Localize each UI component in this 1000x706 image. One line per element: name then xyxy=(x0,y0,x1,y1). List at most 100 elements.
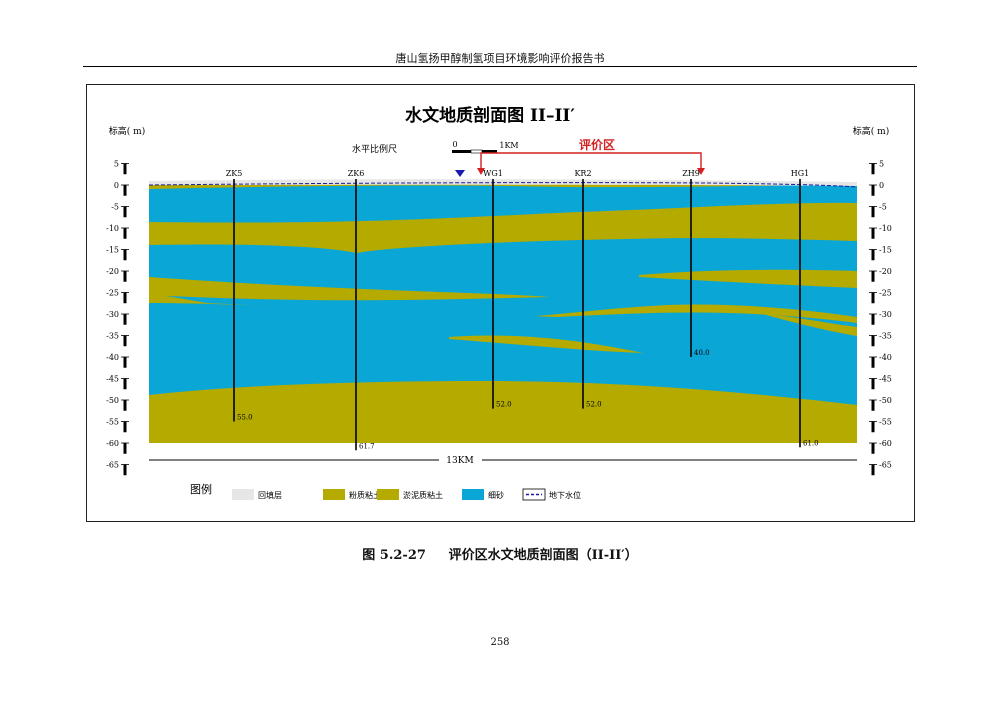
axis-segment xyxy=(123,228,127,239)
scale-label: 水平比例尺 xyxy=(352,143,397,155)
borehole-depth: 40.0 xyxy=(694,349,710,357)
axis-segment xyxy=(871,378,875,390)
axis-tick-label: -5 xyxy=(111,203,119,212)
legend-swatch xyxy=(462,489,484,500)
axis-tick-label: -60 xyxy=(106,439,119,448)
axis-tick-label: -10 xyxy=(106,224,119,233)
axis-tick-label: -35 xyxy=(879,332,892,341)
axis-segment xyxy=(123,400,127,411)
axis-tick-label: -45 xyxy=(879,375,892,384)
axis-tick-label: -30 xyxy=(879,310,892,319)
legend-label: 细砂 xyxy=(488,490,504,500)
axis-title-right: 标高( m) xyxy=(853,125,889,137)
borehole-name: HG1 xyxy=(791,169,809,178)
axis-tick-label: -40 xyxy=(879,353,892,362)
borehole-depth: 55.0 xyxy=(237,414,253,422)
legend-label: 粉质粘土 xyxy=(349,490,381,500)
caption-text: 评价区水文地质剖面图（II-II′） xyxy=(448,548,638,563)
axis-right: 5 0 -5 -10 -15 -20 -25 -30 -35 -40 -45 -50 -55 -60 -65 xyxy=(869,160,892,476)
axis-segment xyxy=(123,249,127,261)
axis-segment xyxy=(871,228,875,239)
axis-title-left: 标高( m) xyxy=(109,125,145,137)
geologic-section: 水文地质剖面图 II–II′ 水平比例尺 0 1KM 评价区 ZK5 xyxy=(106,105,892,501)
figure-frame: 水文地质剖面图 II–II′ 水平比例尺 0 1KM 评价区 ZK5 xyxy=(86,84,915,522)
clay-lens-2 xyxy=(449,335,643,353)
scale-bar-black xyxy=(452,150,471,153)
axis-segment xyxy=(123,378,127,390)
axis-segment xyxy=(123,185,127,196)
axis-tick-label: -50 xyxy=(106,396,119,405)
axis-segment xyxy=(123,421,127,433)
boreholes: ZK5 55.0 ZK6 61.7 WG1 52.0 KR2 52.0 ZH9 40.0 HG1 61… xyxy=(226,169,819,451)
axis-segment xyxy=(123,163,127,175)
legend-label: 地下水位 xyxy=(549,490,581,500)
axis-tick-label: 5 xyxy=(879,160,884,169)
axis-tick-label: -65 xyxy=(879,461,892,470)
water-level-marker-icon xyxy=(455,170,465,177)
axis-segment xyxy=(871,443,875,454)
strata xyxy=(148,179,858,443)
axis-segment xyxy=(123,314,127,325)
axis-tick-label: 0 xyxy=(114,181,119,190)
distance-label: 13KM xyxy=(446,456,473,466)
eval-zone-arrow-left xyxy=(477,168,485,175)
axis-segment xyxy=(871,163,875,175)
legend-label: 淤泥质粘土 xyxy=(403,490,443,500)
axis-segment xyxy=(871,357,875,368)
borehole-depth: 61.0 xyxy=(803,439,819,447)
axis-segment xyxy=(123,357,127,368)
legend-swatch xyxy=(377,489,399,500)
axis-tick-label: -25 xyxy=(879,289,892,298)
borehole-name: WG1 xyxy=(483,169,503,178)
borehole-depth: 52.0 xyxy=(496,401,512,409)
scale-zero: 0 xyxy=(452,140,457,149)
eval-zone-label: 评价区 xyxy=(579,138,615,152)
axis-tick-label: -40 xyxy=(106,353,119,362)
fill-layer-top xyxy=(149,179,857,186)
clay-lens-1 xyxy=(149,277,549,301)
clay-lens-4 xyxy=(759,313,857,336)
axis-segment xyxy=(871,249,875,261)
axis-tick-label: 5 xyxy=(114,160,119,169)
axis-tick-label: -15 xyxy=(106,246,119,255)
axis-tick-label: -35 xyxy=(106,332,119,341)
eval-zone-bracket xyxy=(480,152,702,169)
legend-label: 回填层 xyxy=(258,490,282,500)
sand-layer-1 xyxy=(149,185,857,223)
caption-number: 图 5.2-27 xyxy=(362,548,426,563)
axis-tick-label: -60 xyxy=(879,439,892,448)
axis-segment xyxy=(871,185,875,196)
axis-segment xyxy=(123,443,127,454)
axis-tick-label: -15 xyxy=(879,246,892,255)
axis-tick-label: -50 xyxy=(879,396,892,405)
borehole-name: ZK5 xyxy=(226,169,243,178)
scale-bar-black-2 xyxy=(482,150,497,153)
axis-segment xyxy=(123,292,127,304)
axis-tick-label: -65 xyxy=(106,461,119,470)
axis-segment xyxy=(871,206,875,218)
legend-swatch xyxy=(323,489,345,500)
borehole-depth: 52.0 xyxy=(586,401,602,409)
borehole-name: ZK6 xyxy=(348,169,365,178)
axis-tick-label: -45 xyxy=(106,375,119,384)
clay-lens-3 xyxy=(639,269,857,288)
axis-segment xyxy=(871,292,875,304)
axis-segment xyxy=(871,464,875,476)
axis-tick-label: -55 xyxy=(106,418,119,427)
axis-segment xyxy=(123,464,127,476)
axis-tick-label: -20 xyxy=(106,267,119,276)
axis-tick-label: -25 xyxy=(106,289,119,298)
axis-tick-label: -10 xyxy=(879,224,892,233)
axis-tick-label: -55 xyxy=(879,418,892,427)
scale-end: 1KM xyxy=(499,141,518,150)
water-table-line xyxy=(148,182,858,188)
axis-segment xyxy=(871,271,875,282)
axis-tick-label: -5 xyxy=(879,203,887,212)
borehole-name: KR2 xyxy=(574,169,591,178)
figure-title: 水文地质剖面图 II–II′ xyxy=(405,105,575,126)
legend: 回填层 粉质粘土 淤泥质粘土 细砂 地下水位 xyxy=(232,488,581,501)
borehole-name: ZH9 xyxy=(682,169,700,178)
sand-layer-3 xyxy=(149,303,857,405)
eval-zone-arrow-right xyxy=(697,168,705,175)
axis-tick-label: -30 xyxy=(106,310,119,319)
